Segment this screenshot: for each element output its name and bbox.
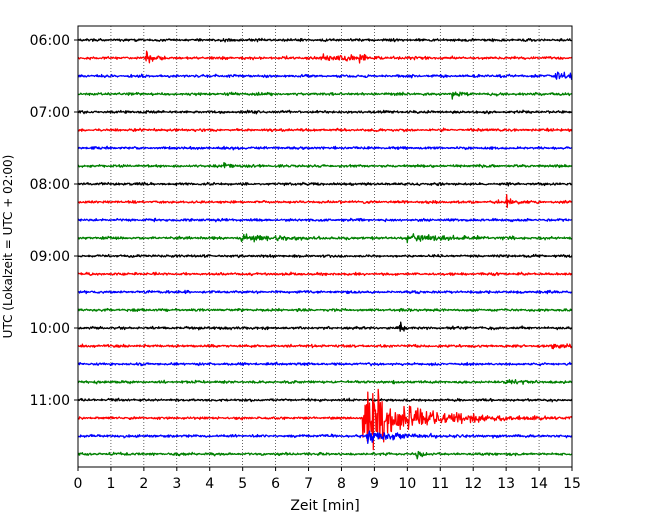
seismic-trace [78,430,572,444]
seismic-trace [78,289,572,295]
x-tick-label: 5 [238,476,247,492]
seismic-trace [78,397,572,403]
seismic-trace [78,37,572,43]
x-tick-label: 2 [139,476,148,492]
seismic-trace [78,450,572,460]
x-tick-label: 7 [304,476,313,492]
y-axis-title: UTC (Lokalzeit = UTC + 02:00) [1,155,15,339]
seismic-trace [78,388,572,451]
seismic-trace [78,161,572,169]
x-tick-label: 1 [106,476,115,492]
seismic-trace [78,181,572,187]
x-tick-label: 11 [431,476,449,492]
x-tick-label: 8 [337,476,346,492]
x-tick-label: 0 [74,476,83,492]
y-tick-label: 09:00 [30,249,70,265]
y-tick-label: 11:00 [30,393,70,409]
y-axis-ticks: 06:00 07:00 08:00 09:00 10:00 11:00 [30,33,78,409]
seismic-trace [78,50,572,64]
seismic-trace [78,145,572,151]
x-tick-label: 14 [530,476,548,492]
seismic-trace [78,379,572,385]
seismic-trace [78,127,572,133]
seismic-trace [78,109,572,115]
y-tick-label: 07:00 [30,105,70,121]
seismic-trace [78,233,572,244]
x-tick-label: 9 [370,476,379,492]
x-tick-label: 4 [205,476,214,492]
seismic-trace [78,307,572,313]
x-tick-label: 3 [172,476,181,492]
seismic-trace [78,343,572,350]
y-tick-label: 10:00 [30,321,70,337]
seismic-trace [78,321,572,332]
seismic-trace [78,91,572,100]
y-tick-label: 08:00 [30,177,70,193]
x-tick-label: 12 [464,476,482,492]
x-tick-label: 15 [563,476,581,492]
seismic-trace [78,361,572,367]
x-axis-ticks: 0 1 2 3 4 5 6 7 8 9 10 11 12 13 14 15 [74,467,581,492]
seismic-trace [78,271,572,277]
x-tick-label: 6 [271,476,280,492]
seismic-trace [78,71,572,80]
seismic-trace [78,194,572,209]
seismic-trace [78,253,572,259]
seismic-trace [78,217,572,223]
x-tick-label: 13 [497,476,515,492]
traces [78,37,572,460]
y-tick-label: 06:00 [30,33,70,49]
plot-frame [77,25,573,468]
x-tick-label: 10 [398,476,416,492]
x-axis-title: Zeit [min] [290,498,359,514]
